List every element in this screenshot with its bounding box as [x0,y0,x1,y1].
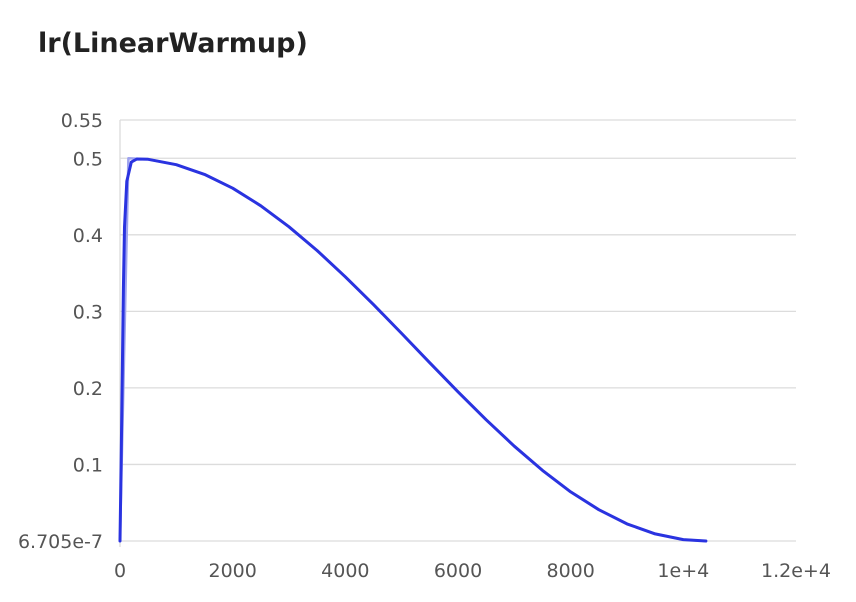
x-tick-label: 6000 [434,560,482,582]
series-line-smoothed [118,157,708,543]
x-tick-label: 0 [114,560,126,582]
x-tick-label: 8000 [546,560,594,582]
x-tick-label: 1e+4 [657,560,709,582]
y-tick-label: 0.1 [73,454,103,476]
y-tick-label: 0.5 [73,148,103,170]
series-line-raw [118,157,708,543]
y-tick-label: 0.55 [61,110,103,132]
x-tick-label: 1.2e+4 [761,560,831,582]
x-tick-label: 2000 [208,560,256,582]
y-tick-label: 0.3 [73,301,103,323]
y-tick-label: 0.4 [73,225,103,247]
y-tick-label: 0.2 [73,378,103,400]
x-tick-label: 4000 [321,560,369,582]
y-tick-label: 6.705e-7 [18,531,103,553]
chart-title: lr(LinearWarmup) [38,28,308,59]
